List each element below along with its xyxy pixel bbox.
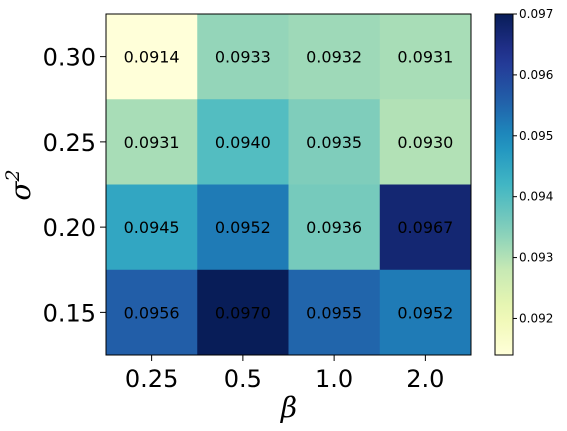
y-axis: 0.30 0.25 0.20 0.15	[43, 44, 106, 327]
heatmap-cell	[197, 269, 289, 356]
x-tick-label: 0.5	[224, 365, 262, 393]
colorbar-tick-label: 0.096	[519, 68, 553, 82]
x-tick-label: 1.0	[315, 365, 353, 393]
colorbar-tick-label: 0.094	[519, 190, 553, 204]
heatmap-cell-label: 0.0945	[124, 218, 180, 237]
heatmap-cell-label: 0.0932	[306, 48, 362, 67]
heatmap-cell	[106, 99, 198, 185]
heatmap-cell-label: 0.0933	[215, 48, 271, 67]
colorbar-tick-label: 0.095	[519, 129, 553, 143]
heatmap-cell	[197, 99, 289, 185]
heatmap-cell-label: 0.0935	[306, 133, 362, 152]
heatmap-cell	[106, 269, 198, 356]
heatmap-cell	[288, 184, 381, 271]
heatmap-cell	[379, 99, 472, 185]
heatmap-cell	[379, 184, 472, 271]
y-axis-label-base: σ	[4, 181, 37, 201]
heatmap-cell-label: 0.0936	[306, 218, 362, 237]
heatmap-cell	[288, 14, 381, 100]
y-axis-label: σ2	[2, 169, 37, 200]
heatmap-cell	[197, 14, 289, 100]
heatmap-cell	[288, 269, 381, 356]
heatmap-cell-label: 0.0930	[397, 133, 453, 152]
colorbar-tick-label: 0.097	[519, 7, 553, 21]
x-tick-label: 0.25	[125, 365, 178, 393]
heatmap-cell-label: 0.0955	[306, 303, 362, 322]
y-tick-label: 0.25	[43, 129, 96, 157]
colorbar-tick-label: 0.092	[519, 311, 553, 325]
heatmap-cell-label: 0.0970	[215, 303, 271, 322]
heatmap-cell-label: 0.0952	[215, 218, 271, 237]
heatmap-cell-label: 0.0931	[124, 133, 180, 152]
colorbar-gradient	[494, 13, 514, 356]
heatmap-cell-label: 0.0952	[397, 303, 453, 322]
heatmap-cell-label: 0.0940	[215, 133, 271, 152]
heatmap-cell-label: 0.0914	[124, 48, 180, 67]
colorbar: 0.092 0.093 0.094 0.095 0.096 0.097	[494, 7, 553, 356]
x-axis-label: β	[280, 391, 297, 424]
heatmap-cell-label: 0.0931	[397, 48, 453, 67]
heatmap-cell-label: 0.0956	[124, 303, 180, 322]
y-tick-label: 0.20	[43, 214, 96, 242]
heatmap-cell-label: 0.0967	[397, 218, 453, 237]
x-tick-label: 2.0	[406, 365, 444, 393]
y-axis-label-superscript: 2	[2, 169, 24, 182]
plot-frame	[105, 13, 472, 356]
heatmap-cell	[379, 269, 472, 356]
colorbar-tick-label: 0.093	[519, 251, 553, 265]
y-tick-label: 0.15	[43, 299, 96, 327]
heatmap-cell-labels: 0.0914 0.0933 0.0932 0.0931 0.0931 0.0940 0.09…	[124, 48, 454, 323]
heatmap-cell	[288, 99, 381, 185]
heatmap-cell	[197, 184, 289, 271]
y-tick-label: 0.30	[43, 44, 96, 72]
heatmap-cells	[105, 13, 472, 356]
heatmap-cell	[106, 184, 198, 271]
heatmap-cell	[379, 14, 472, 100]
x-axis: 0.25 0.5 1.0 2.0	[125, 355, 444, 393]
heatmap-cell	[106, 14, 198, 100]
